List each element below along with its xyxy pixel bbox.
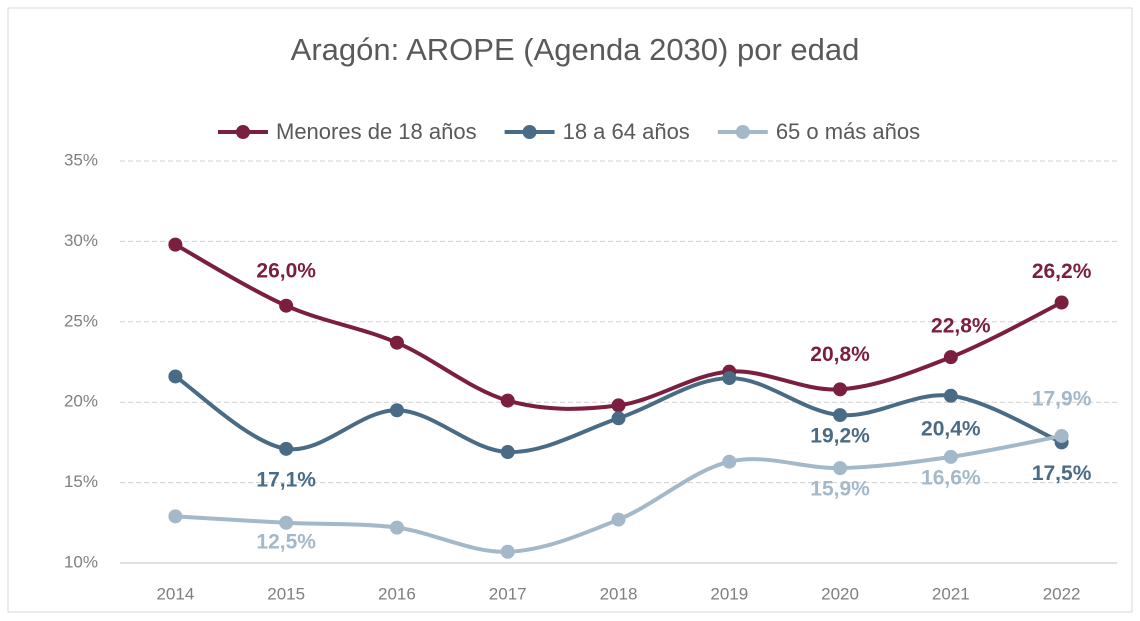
point [389,403,404,418]
x-tick-label: 2014 [156,584,194,603]
legend-label: 65 o más años [776,119,920,144]
x-tick-label: 2015 [267,584,305,603]
point [279,441,294,456]
point [943,449,958,464]
point [389,335,404,350]
y-tick-label: 10% [64,552,98,571]
legend-marker [735,125,750,139]
data-label: 26,2% [1032,260,1092,283]
chart-frame [7,7,1133,613]
point [833,461,848,476]
point [500,544,515,559]
point [1054,295,1069,310]
legend-marker [236,125,250,139]
data-label: 17,9% [1032,388,1092,411]
data-label: 19,2% [810,425,870,448]
x-tick-label: 2016 [378,584,416,603]
x-tick-label: 2021 [932,584,970,603]
x-tick-label: 2022 [1043,584,1081,603]
point [833,408,848,423]
y-tick-label: 25% [64,311,98,330]
point [943,350,958,365]
x-tick-label: 2019 [710,584,748,603]
point [943,388,958,403]
data-label: 22,8% [931,315,991,338]
point [500,393,515,408]
point [1054,428,1069,443]
point [611,398,626,413]
point [833,382,848,397]
point [279,298,294,313]
data-label: 17,1% [256,468,316,491]
y-tick-label: 15% [64,472,98,491]
point [168,369,183,384]
data-label: 15,9% [810,478,870,501]
point [611,512,626,527]
data-label: 20,4% [921,417,981,440]
x-tick-label: 2018 [600,584,638,603]
legend-marker [522,125,537,139]
x-tick-label: 2017 [489,584,527,603]
point [722,454,737,469]
point [168,509,183,524]
data-label: 20,8% [810,343,870,366]
point [168,237,183,252]
y-tick-label: 30% [64,231,98,250]
data-label: 16,6% [921,466,981,489]
data-label: 17,5% [1032,462,1092,485]
point [722,371,737,386]
point [500,445,515,460]
legend-label: 18 a 64 años [563,119,690,144]
chart-title: Aragón: AROPE (Agenda 2030) por edad [291,32,860,67]
data-label: 12,5% [256,530,316,553]
point [389,520,404,535]
legend-label: Menores de 18 años [276,119,477,144]
point [611,411,626,426]
x-tick-label: 2020 [821,584,859,603]
point [279,515,294,530]
y-tick-label: 35% [64,150,98,169]
y-tick-label: 20% [64,392,98,411]
data-label: 26,0% [256,259,316,282]
